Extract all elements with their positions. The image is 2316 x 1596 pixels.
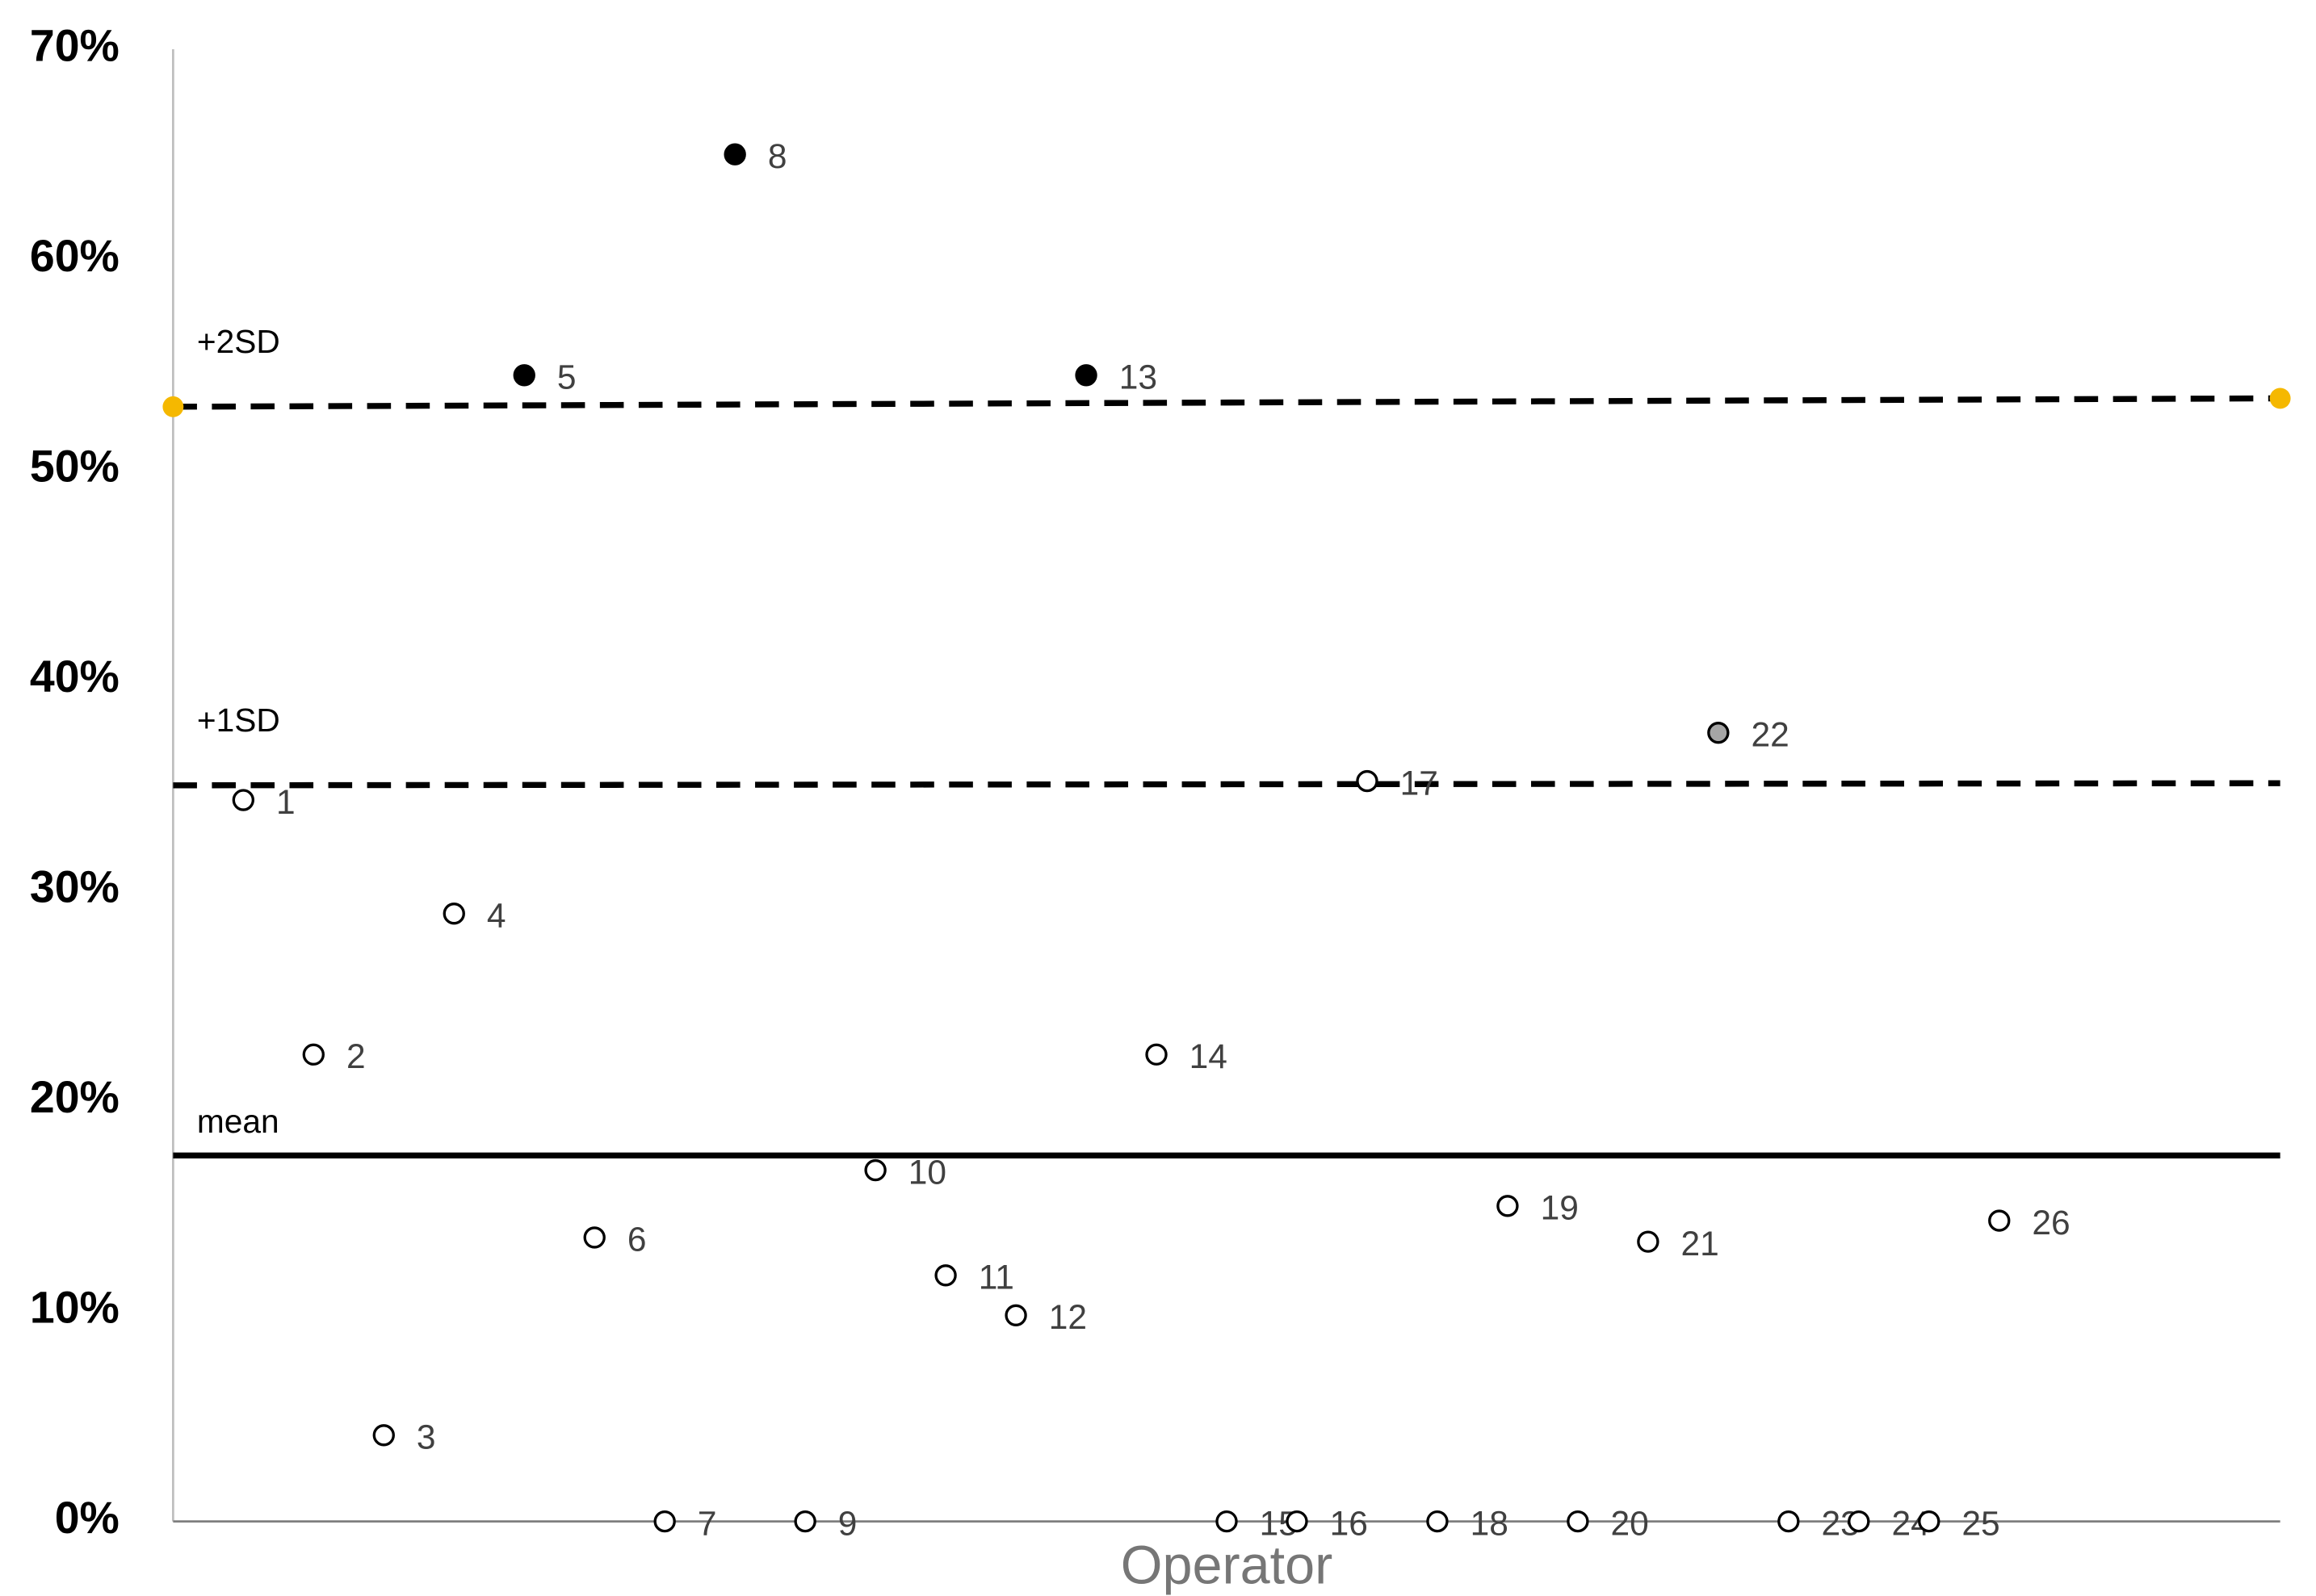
y-tick-label: 60% [30, 231, 120, 281]
point-label: 14 [1189, 1038, 1227, 1076]
data-point [724, 143, 746, 165]
y-tick-label: 50% [30, 442, 120, 492]
data-point [864, 1158, 887, 1182]
y-tick-label: 70% [30, 21, 120, 71]
data-point [1075, 364, 1097, 387]
data-point [1848, 1510, 1870, 1533]
reference-line [173, 395, 2280, 410]
data-point [1286, 1510, 1308, 1533]
data-point [1567, 1510, 1589, 1533]
y-tick-label: 10% [30, 1283, 120, 1333]
point-label: 8 [768, 138, 787, 176]
reference-label: +1SD [197, 702, 280, 739]
data-point [1496, 1195, 1519, 1217]
point-label: 26 [2032, 1204, 2070, 1242]
data-point [1918, 1510, 1940, 1533]
data-point [1777, 1510, 1800, 1533]
data-point [1356, 769, 1378, 793]
x-axis-label: Operator [1121, 1535, 1333, 1595]
data-point [1426, 1510, 1449, 1533]
y-tick-label: 30% [30, 862, 120, 912]
data-point [1637, 1230, 1659, 1253]
point-label: 18 [1471, 1505, 1508, 1543]
point-label: 13 [1119, 359, 1157, 397]
point-label: 19 [1541, 1190, 1579, 1228]
data-point [934, 1264, 957, 1287]
data-point [372, 1424, 395, 1447]
data-point [1707, 721, 1730, 744]
point-label: 20 [1611, 1505, 1649, 1543]
point-label: 7 [698, 1505, 717, 1543]
data-point [302, 1043, 325, 1066]
reference-endpoint [2269, 387, 2291, 409]
point-label: 4 [487, 897, 506, 935]
point-label: 6 [627, 1221, 647, 1259]
point-label: 10 [908, 1154, 946, 1192]
data-point [1145, 1043, 1168, 1066]
point-label: 1 [276, 784, 296, 822]
reference-endpoint [162, 396, 184, 417]
point-label: 11 [979, 1259, 1014, 1297]
point-label: 17 [1400, 764, 1438, 802]
reference-label: +2SD [197, 323, 280, 360]
point-label: 12 [1049, 1299, 1087, 1337]
data-point [232, 789, 255, 811]
data-point [1988, 1209, 2011, 1232]
point-label: 16 [1330, 1505, 1368, 1543]
point-label: 21 [1681, 1225, 1719, 1263]
point-label: 5 [557, 359, 577, 397]
point-label: 25 [1961, 1505, 1999, 1543]
point-label: 2 [346, 1038, 366, 1076]
data-point [443, 903, 465, 925]
data-point [1005, 1304, 1027, 1326]
data-point [513, 364, 535, 387]
data-point [583, 1226, 606, 1249]
data-point [794, 1510, 816, 1533]
data-point [1215, 1510, 1238, 1533]
reference-line [173, 780, 2280, 789]
y-tick-label: 40% [30, 651, 120, 702]
point-label: 3 [417, 1419, 436, 1457]
y-tick-label: 20% [30, 1072, 120, 1122]
reference-label: mean [197, 1103, 279, 1140]
point-label: 9 [838, 1505, 858, 1543]
y-tick-label: 0% [55, 1493, 120, 1543]
data-point [653, 1510, 676, 1533]
point-label: 22 [1751, 716, 1789, 754]
